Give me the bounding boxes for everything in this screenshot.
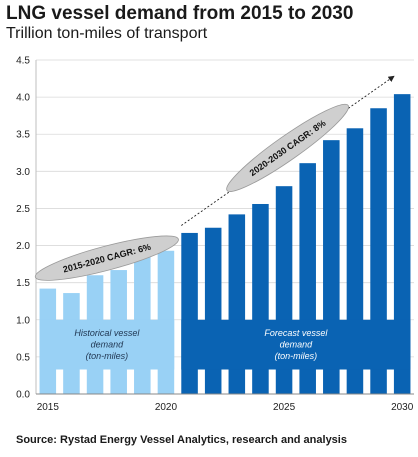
forecast-label-line: Forecast vessel — [264, 328, 328, 338]
y-tick-label: 4.5 — [16, 56, 30, 67]
forecast-bar-2021 — [181, 232, 198, 394]
forecast-label-line: demand — [280, 340, 314, 350]
cagr-2020-2030-ellipse — [226, 103, 349, 192]
y-tick-label: 1.5 — [16, 278, 30, 289]
x-tick-label: 2020 — [155, 402, 178, 413]
y-tick-label: 2.5 — [16, 204, 30, 215]
label-bands: Historical vesseldemand(ton-miles)Foreca… — [39, 319, 411, 370]
historical-label-line: (ton-miles) — [86, 351, 129, 361]
y-tick-label: 1.0 — [16, 315, 30, 326]
y-tick-label: 4.0 — [16, 93, 30, 104]
x-tick-label: 2025 — [273, 402, 296, 413]
y-tick-label: 0.0 — [16, 390, 30, 401]
forecast-bar-2030 — [393, 94, 411, 395]
x-tick-label: 2015 — [37, 402, 60, 413]
y-tick-label: 2.0 — [16, 241, 30, 252]
source-note: Source: Rystad Energy Vessel Analytics, … — [16, 434, 347, 446]
x-tick-label: 2030 — [391, 402, 414, 413]
cagr-2015-2020-ellipse — [34, 235, 179, 281]
historical-band — [39, 319, 175, 370]
historical-label-line: Historical vessel — [74, 328, 140, 338]
y-tick-label: 3.0 — [16, 167, 30, 178]
forecast-band — [181, 319, 411, 370]
chart-title: LNG vessel demand from 2015 to 2030 — [6, 3, 354, 24]
y-tick-label: 0.5 — [16, 352, 30, 363]
forecast-label-line: (ton-miles) — [275, 351, 318, 361]
axes: 0.0 0.5 1.0 1.5 2.0 2.5 3.0 3.5 4.0 4.5 2015 2020 20… — [16, 56, 414, 413]
historical-label-line: demand — [91, 340, 125, 350]
chart-subtitle: Trillion ton-miles of transport — [6, 25, 208, 42]
y-tick-label: 3.5 — [16, 130, 30, 141]
